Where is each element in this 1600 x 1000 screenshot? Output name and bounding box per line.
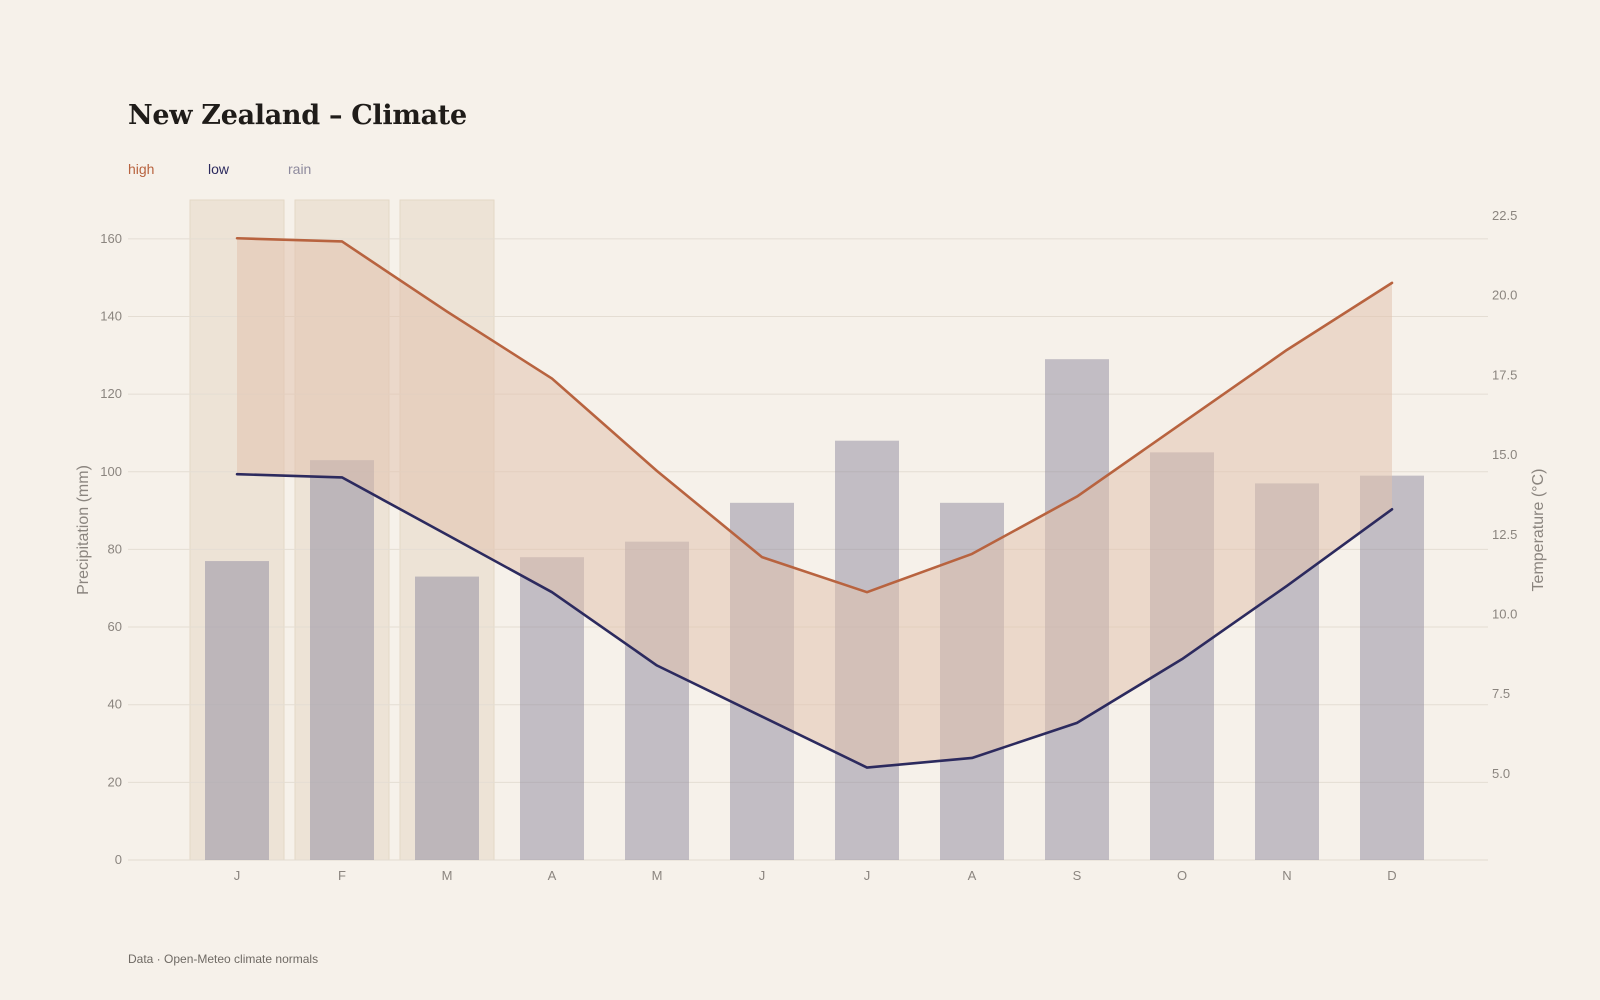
x-tick-label: A <box>968 868 977 883</box>
y-tick-label: 120 <box>100 386 122 401</box>
rain-bar <box>205 561 269 860</box>
y-tick-label: 80 <box>108 541 122 556</box>
y2-axis-label: Temperature (°C) <box>1530 469 1547 592</box>
y2-tick-label: 20.0 <box>1492 288 1517 303</box>
y2-tick-label: 15.0 <box>1492 447 1517 462</box>
rain-bar <box>415 576 479 860</box>
x-tick-label: A <box>548 868 557 883</box>
x-tick-label: O <box>1177 868 1187 883</box>
y-tick-label: 0 <box>115 852 122 867</box>
y2-tick-label: 7.5 <box>1492 686 1510 701</box>
x-tick-label: J <box>234 868 241 883</box>
y-tick-label: 160 <box>100 231 122 246</box>
y2-tick-label: 12.5 <box>1492 527 1517 542</box>
x-tick-label: M <box>442 868 453 883</box>
y-tick-label: 20 <box>108 774 122 789</box>
x-tick-label: M <box>652 868 663 883</box>
temperature-range-band <box>237 238 1392 768</box>
y2-tick-label: 22.5 <box>1492 208 1517 223</box>
rain-bar <box>310 460 374 860</box>
legend-rain: rain <box>288 161 312 177</box>
high-temperature-line <box>235 236 1394 594</box>
y2-tick-label: 5.0 <box>1492 766 1510 781</box>
y2-tick-label: 17.5 <box>1492 367 1517 382</box>
legend-low: low <box>208 161 230 177</box>
y-axis-label: Precipitation (mm) <box>75 465 92 595</box>
rain-bar <box>1360 475 1424 860</box>
chart-title: New Zealand – Climate <box>128 100 467 131</box>
y2-tick-label: 10.0 <box>1492 606 1517 621</box>
x-tick-label: J <box>864 868 871 883</box>
y-tick-label: 140 <box>100 308 122 323</box>
source-note: Data · Open-Meteo climate normals <box>128 952 319 966</box>
x-tick-label: S <box>1073 868 1082 883</box>
x-tick-label: D <box>1387 868 1396 883</box>
y-tick-label: 60 <box>108 619 122 634</box>
x-tick-label: J <box>759 868 766 883</box>
low-temperature-line <box>235 472 1394 769</box>
y-tick-label: 100 <box>100 464 122 479</box>
legend-high: high <box>128 161 155 177</box>
x-tick-label: N <box>1282 868 1291 883</box>
y-tick-label: 40 <box>108 697 122 712</box>
x-tick-label: F <box>338 868 346 883</box>
